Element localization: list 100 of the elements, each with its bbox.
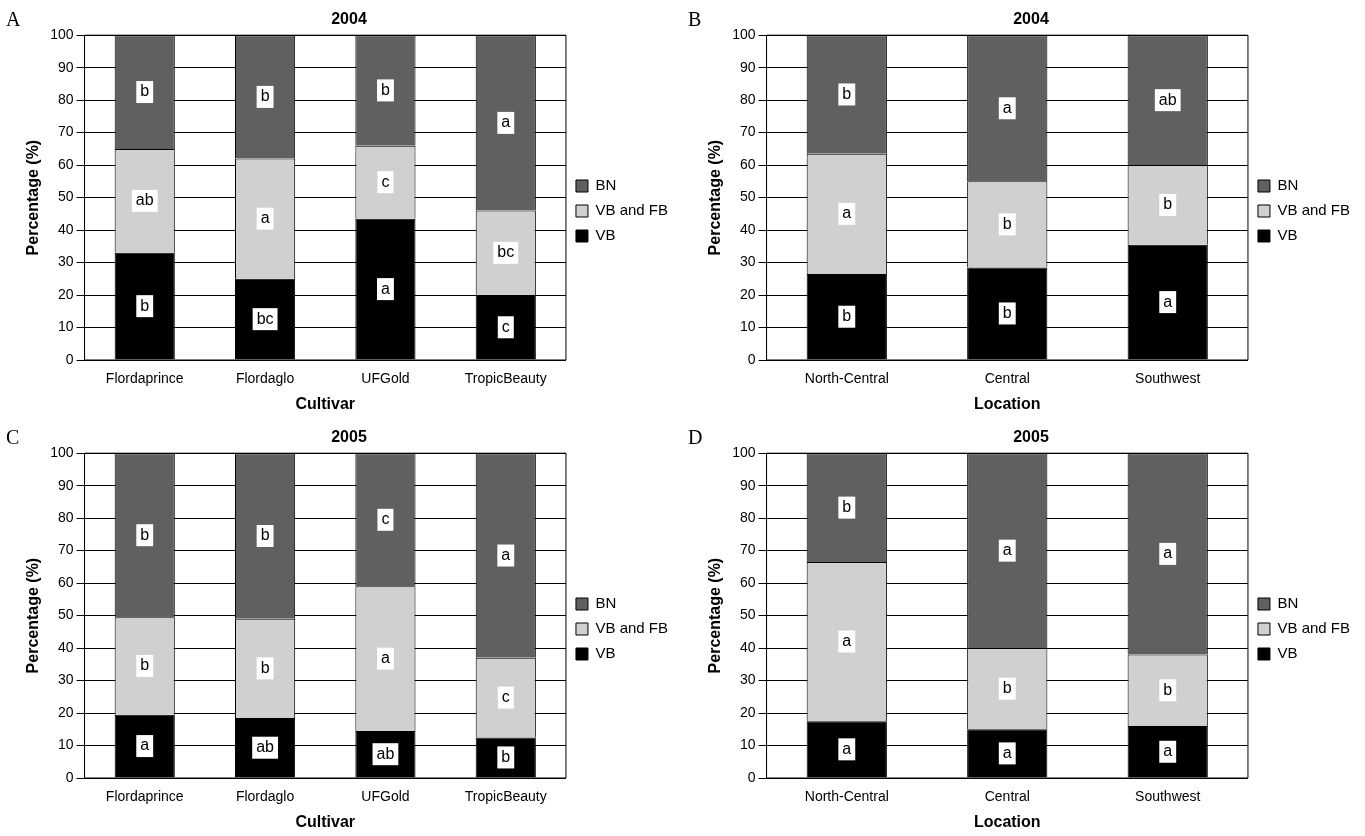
y-axis-title: Percentage (%) — [24, 139, 42, 256]
y-tick-label: 70 — [57, 123, 74, 140]
data-label: a — [1163, 742, 1173, 760]
y-tick-label: 10 — [57, 736, 74, 753]
y-tick-label: 10 — [57, 318, 74, 335]
data-label: a — [380, 279, 390, 297]
data-label: b — [1002, 303, 1012, 321]
data-label: b — [1163, 195, 1173, 213]
legend-label: VB — [595, 226, 616, 244]
legend-label: VB and FB — [595, 619, 669, 637]
data-label: a — [842, 739, 852, 757]
y-tick-label: 10 — [739, 318, 756, 335]
x-tick-label: Flordaglo — [235, 370, 295, 387]
data-label: a — [1002, 541, 1012, 559]
data-label: a — [140, 736, 150, 754]
y-tick-label: 40 — [57, 220, 74, 237]
x-axis-title: Location — [973, 394, 1041, 412]
y-tick-label: 100 — [50, 26, 74, 43]
y-tick-label: 50 — [739, 188, 756, 205]
x-tick-label: Southwest — [1135, 788, 1201, 805]
data-label: a — [1002, 743, 1012, 761]
x-tick-label: Central — [984, 370, 1030, 387]
y-tick-label: 10 — [739, 736, 756, 753]
x-tick-label: Flordaprince — [105, 370, 184, 387]
legend-label: VB — [1277, 644, 1298, 662]
text: D — [688, 426, 703, 449]
x-axis-title: Cultivar — [295, 394, 356, 412]
text: C — [6, 426, 20, 449]
x-axis-title: Location — [973, 812, 1041, 830]
data-label: bc — [256, 309, 274, 327]
legend-label: VB and FB — [1277, 201, 1351, 219]
data-label: a — [380, 649, 390, 667]
data-label: a — [1163, 292, 1173, 310]
y-tick-label: 100 — [732, 444, 756, 461]
legend-label: BN — [595, 176, 617, 194]
legend-label: BN — [595, 594, 617, 612]
y-tick-label: 50 — [57, 606, 74, 623]
data-label: ab — [376, 744, 395, 762]
y-tick-label: 90 — [57, 476, 74, 493]
data-label: c — [381, 510, 390, 528]
data-label: c — [501, 317, 510, 335]
x-tick-label: North-Central — [804, 788, 889, 805]
data-label: b — [842, 498, 852, 516]
chart-title: 2004 — [1013, 10, 1049, 28]
y-tick-label: 90 — [739, 476, 756, 493]
y-tick-label: 20 — [739, 703, 756, 720]
data-label: ab — [256, 738, 275, 756]
legend-label: VB — [595, 644, 616, 662]
y-tick-label: 40 — [739, 638, 756, 655]
legend-label: VB and FB — [1277, 619, 1351, 637]
data-label: b — [140, 296, 150, 314]
x-tick-label: TropicBeauty — [464, 788, 547, 805]
data-label: c — [501, 688, 510, 706]
y-tick-label: 70 — [739, 541, 756, 558]
y-tick-label: 60 — [739, 155, 756, 172]
data-label: b — [140, 656, 150, 674]
legend-label: BN — [1277, 594, 1299, 612]
x-tick-label: UFGold — [361, 788, 410, 805]
x-tick-label: Flordaprince — [105, 788, 184, 805]
y-tick-label: 30 — [57, 671, 74, 688]
data-label: a — [1002, 98, 1012, 116]
y-tick-label: 20 — [57, 285, 74, 302]
x-tick-label: Southwest — [1135, 370, 1201, 387]
text: A — [6, 8, 21, 31]
data-label: b — [380, 80, 390, 98]
y-tick-label: 50 — [739, 606, 756, 623]
y-tick-label: 0 — [65, 768, 74, 785]
data-label: a — [1163, 544, 1173, 562]
data-label: a — [842, 204, 852, 222]
y-tick-label: 30 — [739, 671, 756, 688]
y-tick-label: 100 — [50, 444, 74, 461]
y-tick-label: 20 — [739, 285, 756, 302]
chart-title: 2005 — [331, 428, 367, 446]
y-tick-label: 80 — [57, 91, 74, 108]
x-tick-label: Central — [984, 788, 1030, 805]
chart-title: 2004 — [331, 10, 367, 28]
data-label: c — [381, 172, 390, 190]
legend-label: VB — [1277, 226, 1298, 244]
y-tick-label: 0 — [747, 768, 756, 785]
data-label: bc — [497, 243, 515, 261]
y-tick-label: 80 — [739, 509, 756, 526]
x-tick-label: TropicBeauty — [464, 370, 547, 387]
data-label: b — [501, 747, 511, 765]
y-axis-title: Percentage (%) — [24, 557, 42, 674]
data-label: b — [842, 84, 852, 102]
y-tick-label: 80 — [57, 509, 74, 526]
data-label: b — [260, 658, 270, 676]
y-tick-label: 40 — [57, 638, 74, 655]
data-label: b — [260, 87, 270, 105]
data-label: a — [842, 631, 852, 649]
y-tick-label: 30 — [739, 253, 756, 270]
data-label: a — [501, 113, 511, 131]
data-label: b — [1002, 679, 1012, 697]
x-tick-label: UFGold — [361, 370, 410, 387]
x-axis-title: Cultivar — [295, 812, 356, 830]
y-tick-label: 40 — [739, 220, 756, 237]
y-tick-label: 80 — [739, 91, 756, 108]
x-tick-label: Flordaglo — [235, 788, 295, 805]
legend-label: VB and FB — [595, 201, 669, 219]
y-tick-label: 90 — [739, 58, 756, 75]
